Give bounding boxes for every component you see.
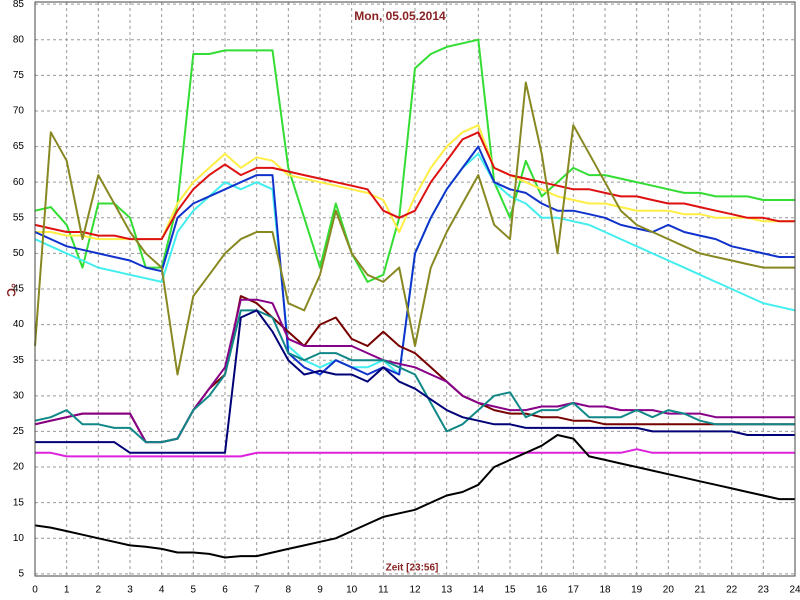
x-tick-label: 14 bbox=[473, 585, 485, 596]
series-line bbox=[34, 434, 795, 559]
x-tick-label: 20 bbox=[663, 585, 675, 596]
x-tick-label: 15 bbox=[504, 585, 516, 596]
x-tick-label: 4 bbox=[159, 585, 165, 596]
y-tick-label: 55 bbox=[13, 212, 25, 223]
y-tick-label: 70 bbox=[13, 106, 25, 117]
x-tick-label: 11 bbox=[378, 585, 389, 596]
x-tick-label: 7 bbox=[254, 585, 260, 596]
x-tick-label: 2 bbox=[96, 585, 102, 596]
y-tick-label: 15 bbox=[13, 497, 25, 508]
y-tick-label: 85 bbox=[13, 0, 25, 10]
x-tick-label: 23 bbox=[758, 585, 770, 596]
y-tick-label: 65 bbox=[13, 141, 25, 152]
plot-frame bbox=[34, 1, 796, 577]
x-tick-label: 1 bbox=[64, 585, 70, 596]
x-tick-label: 22 bbox=[726, 585, 738, 596]
y-tick-label: 75 bbox=[13, 70, 25, 81]
y-tick-label: 30 bbox=[13, 390, 25, 401]
y-tick-label: 80 bbox=[13, 34, 25, 45]
lines bbox=[34, 38, 796, 559]
x-tick-label: 5 bbox=[191, 585, 197, 596]
y-tick-label: 10 bbox=[13, 533, 25, 544]
x-tick-label: 8 bbox=[286, 585, 292, 596]
y-tick-label: 40 bbox=[13, 319, 25, 330]
y-axis-label: °C bbox=[4, 283, 18, 297]
x-tick-label: 17 bbox=[568, 585, 580, 596]
series-line bbox=[34, 81, 795, 376]
y-tick-label: 5 bbox=[18, 569, 24, 580]
x-axis-label: Zeit [23:56] bbox=[386, 563, 439, 574]
x-tick-label: 24 bbox=[789, 585, 800, 596]
x-tick-label: 16 bbox=[536, 585, 548, 596]
y-tick-label: 60 bbox=[13, 177, 25, 188]
y-tick-label: 25 bbox=[13, 426, 25, 437]
y-tick-label: 20 bbox=[13, 462, 25, 473]
series-line bbox=[35, 448, 795, 458]
x-tick-label: 19 bbox=[631, 585, 643, 596]
series-line bbox=[34, 131, 795, 241]
x-tick-label: 21 bbox=[694, 585, 706, 596]
series-line bbox=[34, 309, 795, 444]
x-tick-label: 6 bbox=[222, 585, 228, 596]
x-tick-label: 0 bbox=[32, 585, 38, 596]
y-tick-label: 50 bbox=[13, 248, 25, 259]
x-tick-label: 12 bbox=[409, 585, 421, 596]
x-tick-label: 10 bbox=[346, 585, 358, 596]
x-tick-label: 9 bbox=[317, 585, 323, 596]
series-line bbox=[35, 309, 795, 454]
x-tick-label: 13 bbox=[441, 585, 453, 596]
y-tick-label: 35 bbox=[13, 355, 25, 366]
x-tick-label: 18 bbox=[599, 585, 611, 596]
chart-title: Mon, 05.05.2014 bbox=[354, 9, 446, 23]
x-tick-label: 3 bbox=[127, 585, 133, 596]
y-tick-label: 45 bbox=[13, 284, 25, 295]
